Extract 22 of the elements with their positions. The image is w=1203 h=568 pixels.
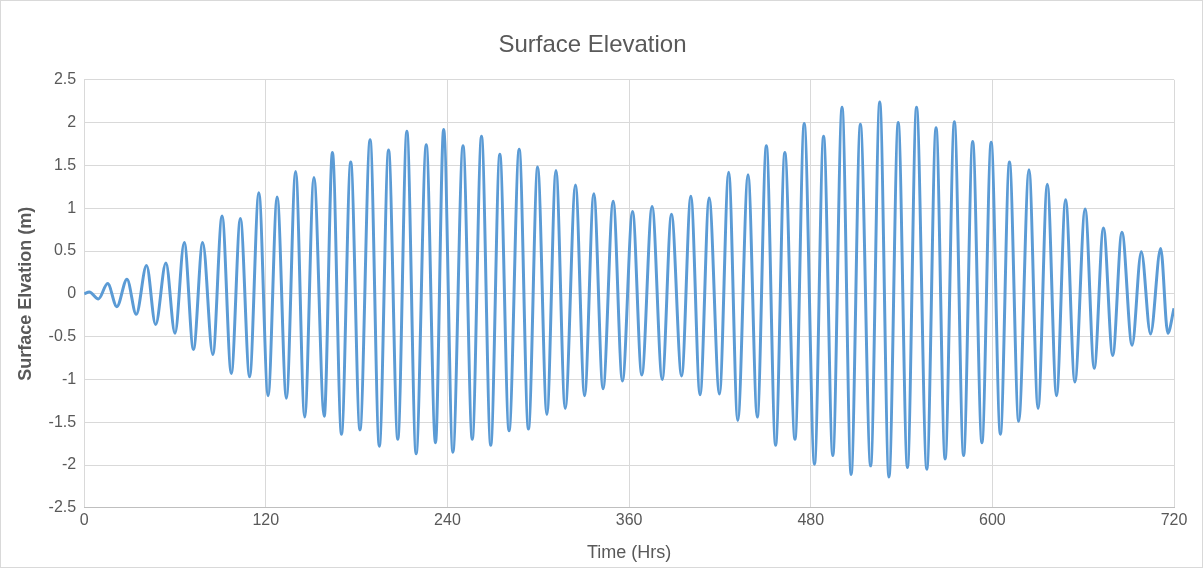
y-tick-label: 0 xyxy=(67,284,77,302)
y-tick-label: 0.5 xyxy=(53,241,77,259)
x-tick-label: 360 xyxy=(615,510,643,528)
y-tick-label: -1 xyxy=(61,369,77,387)
x-tick-label: 240 xyxy=(434,510,461,528)
x-tick-label: 720 xyxy=(1160,510,1188,528)
chart-title: Surface Elevation xyxy=(498,30,687,58)
y-tick-label: 1.5 xyxy=(53,155,77,173)
y-axis-title: Surface Elvation (m) xyxy=(14,206,35,381)
x-tick-label: 600 xyxy=(979,510,1006,528)
y-tick-label: -0.5 xyxy=(48,327,77,345)
x-tick-label: 120 xyxy=(252,510,280,528)
y-tick-label: 1 xyxy=(67,198,77,216)
y-tick-label: 2.5 xyxy=(53,70,77,88)
x-tick-label: 0 xyxy=(79,510,89,528)
line-series xyxy=(84,100,1174,479)
y-tick-label: -1.5 xyxy=(48,412,77,430)
y-tick-label: -2 xyxy=(61,455,77,473)
y-tick-label: -2.5 xyxy=(48,498,77,516)
y-tick-label: 2 xyxy=(67,113,77,131)
x-tick-label: 480 xyxy=(797,510,825,528)
x-axis-title: Time (Hrs) xyxy=(586,541,672,562)
